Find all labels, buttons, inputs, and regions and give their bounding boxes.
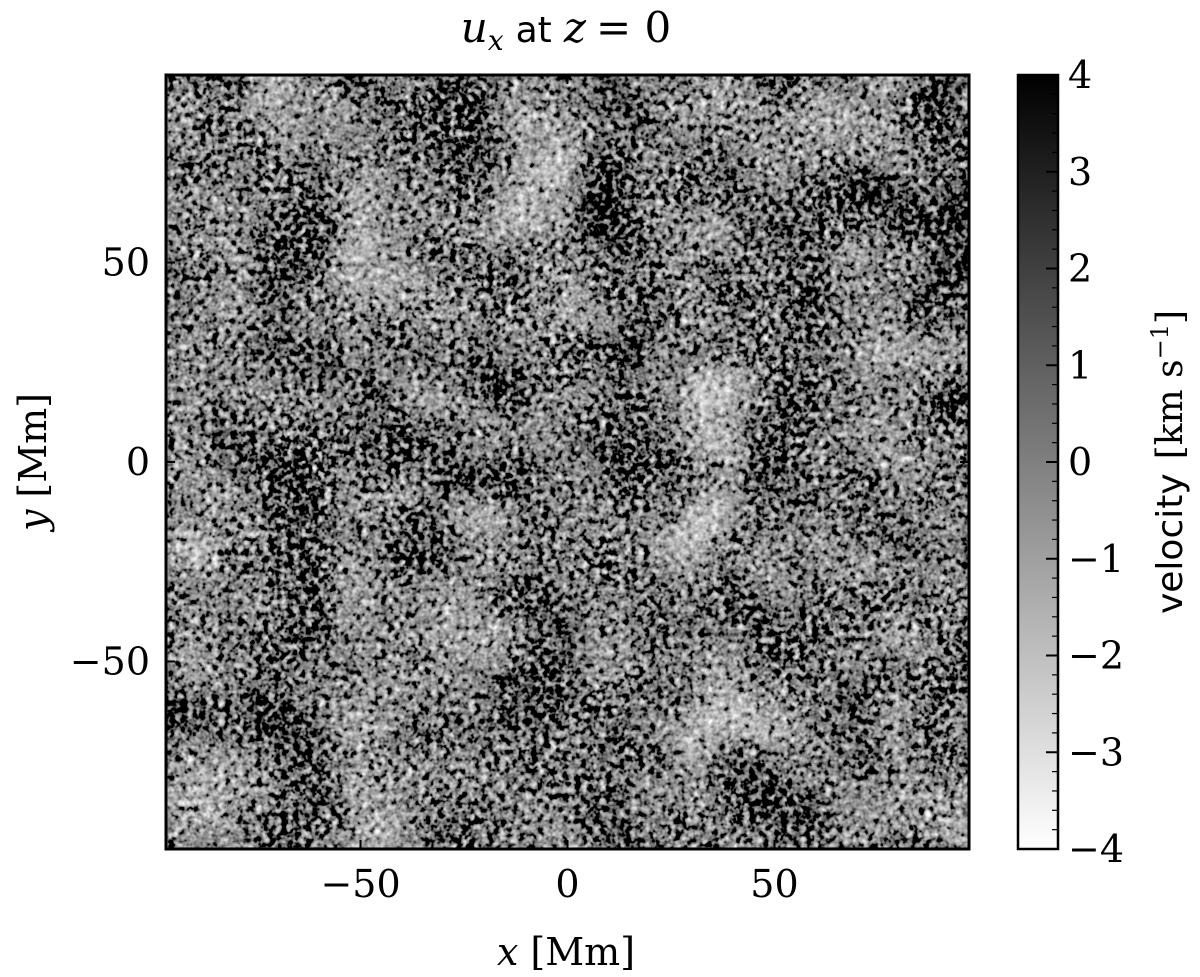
colorbar-tick-label: 1 — [1068, 343, 1092, 387]
x-tick-label: 0 — [555, 862, 579, 906]
heatmap-field — [166, 75, 969, 849]
colorbar-tick-label: −1 — [1068, 537, 1124, 581]
x-axis-label: x [Mm] — [497, 930, 635, 974]
y-tick-label: 50 — [102, 241, 150, 285]
chart-title: ux at z = 0 — [461, 3, 671, 57]
colorbar-tick-label: 2 — [1068, 247, 1092, 291]
colorbar-tick-label: −3 — [1068, 730, 1124, 774]
x-tick-label: 50 — [750, 862, 798, 906]
colorbar-tick-label: 3 — [1068, 150, 1092, 194]
colorbar-ticks: 4 3 2 1 0 −1 −2 −3 −4 — [1046, 53, 1124, 871]
colorbar-tick-label: −4 — [1068, 827, 1124, 871]
y-axis-label: y[Mm] — [11, 393, 55, 533]
colorbar: 4 3 2 1 0 −1 −2 −3 −4 — [1016, 53, 1124, 871]
y-axis: −50 0 50 — [70, 241, 969, 683]
colorbar-tick-label: 4 — [1068, 53, 1092, 97]
colorbar-tick-label: 0 — [1068, 440, 1092, 484]
y-tick-label: 0 — [126, 440, 150, 484]
heatmap — [166, 75, 969, 849]
colorbar-tick-label: −2 — [1068, 634, 1124, 678]
x-axis: −50 0 50 — [320, 75, 799, 906]
x-tick-label: −50 — [320, 862, 400, 906]
y-tick-label: −50 — [70, 639, 150, 683]
colorbar-label: velocity[km s−1] — [1146, 310, 1191, 614]
